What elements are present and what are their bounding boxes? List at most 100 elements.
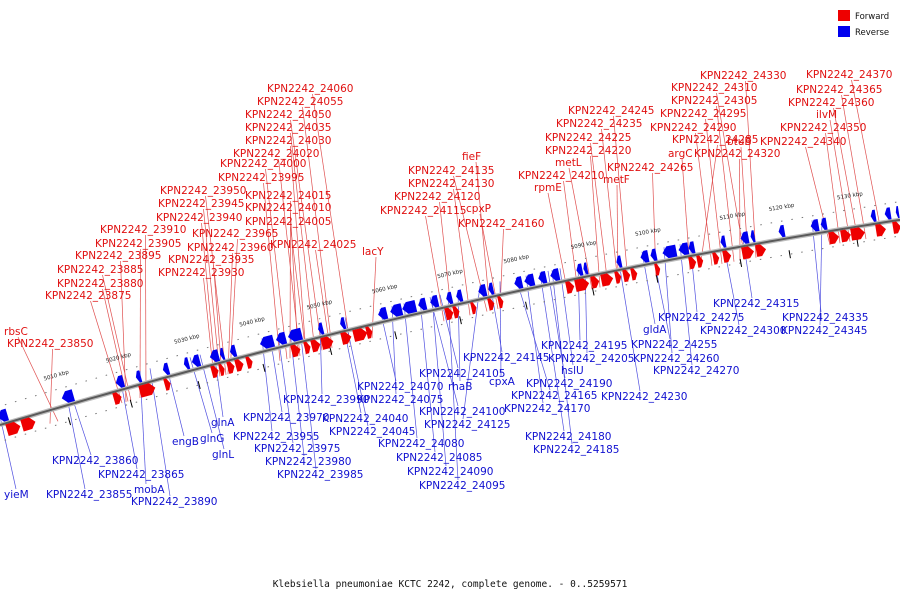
forward-gene-arrow: [470, 302, 477, 315]
reverse-gene-label: KPN2242_23990: [283, 394, 369, 406]
reverse-gene: [378, 306, 389, 320]
forward-gene: [622, 269, 631, 283]
forward-gene-arrow: [210, 365, 219, 379]
forward-gene: [722, 250, 732, 263]
reverse-gene-arrow: [478, 283, 488, 297]
reverse-gene-label: KPN2242_24070: [357, 381, 443, 393]
reverse-gene: [576, 263, 584, 276]
forward-gene-label: KPN2242_24365: [796, 84, 882, 96]
reverse-gene-arrow: [418, 297, 428, 311]
reverse-gene-label: KPN2242_23975: [254, 443, 340, 455]
reverse-gene-label: KPN2242_24185: [533, 444, 619, 456]
legend-swatch-reverse: [838, 26, 850, 37]
forward-gene: [565, 281, 575, 294]
reverse-gene-label: KPN2242_23985: [277, 469, 363, 481]
forward-gene-arrow: [487, 298, 495, 311]
reverse-leader-line: [199, 354, 225, 450]
reverse-gene-label: glnG: [200, 433, 224, 445]
forward-gene: [712, 252, 720, 265]
forward-gene-arrow: [365, 326, 373, 339]
forward-gene-label: KPN2242_24000: [220, 158, 306, 170]
forward-gene-label: KPN2242_24360: [788, 97, 874, 109]
forward-gene-arrow: [654, 263, 661, 276]
tick-mark: [329, 346, 333, 355]
tick-mark: [739, 258, 743, 267]
reverse-gene-label: KPN2242_24100: [419, 406, 505, 418]
reverse-gene-arrow: [402, 300, 418, 314]
reverse-gene-arrow: [870, 209, 877, 222]
reverse-gene-arrow: [135, 370, 143, 383]
reverse-gene-label: rhaB: [448, 381, 472, 393]
forward-gene-label: KPN2242_23945: [158, 198, 244, 210]
forward-gene: [828, 231, 840, 245]
reverse-leader-line: [547, 270, 566, 379]
tick-mark: [459, 316, 462, 325]
reverse-gene-arrow: [750, 230, 756, 243]
reverse-leader-line: [539, 272, 565, 432]
forward-gene-arrow: [590, 276, 600, 289]
forward-gene: [226, 361, 235, 374]
reverse-gene-arrow: [162, 362, 171, 375]
tick-mark: [655, 274, 659, 283]
reverse-gene-arrow: [640, 250, 650, 263]
forward-gene-arrow: [5, 421, 21, 436]
reverse-gene-arrow: [576, 263, 584, 276]
forward-leader-line: [563, 180, 579, 293]
forward-gene: [487, 298, 495, 311]
reverse-gene: [430, 294, 440, 308]
reverse-gene-arrow: [220, 347, 226, 360]
forward-leader-line: [265, 168, 288, 360]
forward-leader-line: [203, 277, 215, 379]
tick-label: 5050 kbp: [306, 299, 333, 311]
forward-gene: [630, 268, 638, 281]
forward-gene-label: argC: [668, 148, 693, 160]
reverse-gene: [209, 349, 221, 362]
forward-gene-label: KPN2242_24020: [233, 148, 319, 160]
forward-leader-line: [851, 79, 883, 237]
forward-gene-arrow: [755, 244, 767, 257]
reverse-gene: [340, 316, 347, 330]
forward-gene-arrow: [138, 383, 156, 398]
forward-gene-label: KPN2242_24015: [245, 190, 331, 202]
forward-gene-label: metF: [603, 174, 630, 186]
reverse-gene-arrow: [662, 244, 678, 259]
reverse-gene: [778, 224, 786, 238]
reverse-leader-line: [429, 297, 459, 407]
forward-gene: [892, 221, 900, 234]
reverse-gene: [220, 347, 226, 360]
legend-label-reverse: Reverse: [855, 28, 889, 38]
forward-gene-arrow: [497, 296, 504, 309]
tick-label: 5110 kbp: [719, 211, 746, 222]
forward-leader-line: [453, 188, 471, 316]
reverse-gene-label: KPN2242_24195: [541, 340, 627, 352]
forward-gene-arrow: [310, 339, 321, 353]
forward-gene: [600, 273, 614, 287]
forward-gene: [352, 328, 368, 342]
forward-gene-arrow: [600, 273, 614, 287]
reverse-gene: [478, 283, 488, 297]
reverse-gene-arrow: [115, 375, 126, 388]
reverse-gene: [650, 248, 658, 261]
reverse-gene-label: KPN2242_24170: [504, 403, 590, 415]
forward-gene-label: KPN2242_24320: [694, 148, 780, 160]
forward-leader-line: [833, 107, 859, 241]
reverse-leader-line: [419, 299, 436, 453]
reverse-gene-label: KPN2242_24180: [525, 431, 611, 443]
forward-leader-line: [203, 208, 221, 377]
forward-gene-arrow: [614, 271, 622, 284]
reverse-leader-line: [741, 232, 753, 299]
forward-gene-label: KPN2242_24025: [270, 239, 356, 251]
forward-gene: [696, 255, 704, 268]
forward-leader-line: [17, 336, 59, 422]
reverse-gene-arrow: [810, 219, 820, 232]
forward-gene: [303, 341, 311, 355]
forward-gene-label: KPN2242_24350: [780, 122, 866, 134]
forward-gene-label: KPN2242_23960: [187, 242, 273, 254]
reverse-leader-line: [299, 328, 317, 470]
reverse-gene-arrow: [884, 207, 892, 220]
reverse-gene-label: cpxA: [489, 376, 516, 388]
reverse-gene-label: engB: [172, 436, 199, 448]
reverse-gene-arrow: [209, 349, 221, 362]
forward-gene-label: KPN2242_24210: [518, 170, 604, 182]
